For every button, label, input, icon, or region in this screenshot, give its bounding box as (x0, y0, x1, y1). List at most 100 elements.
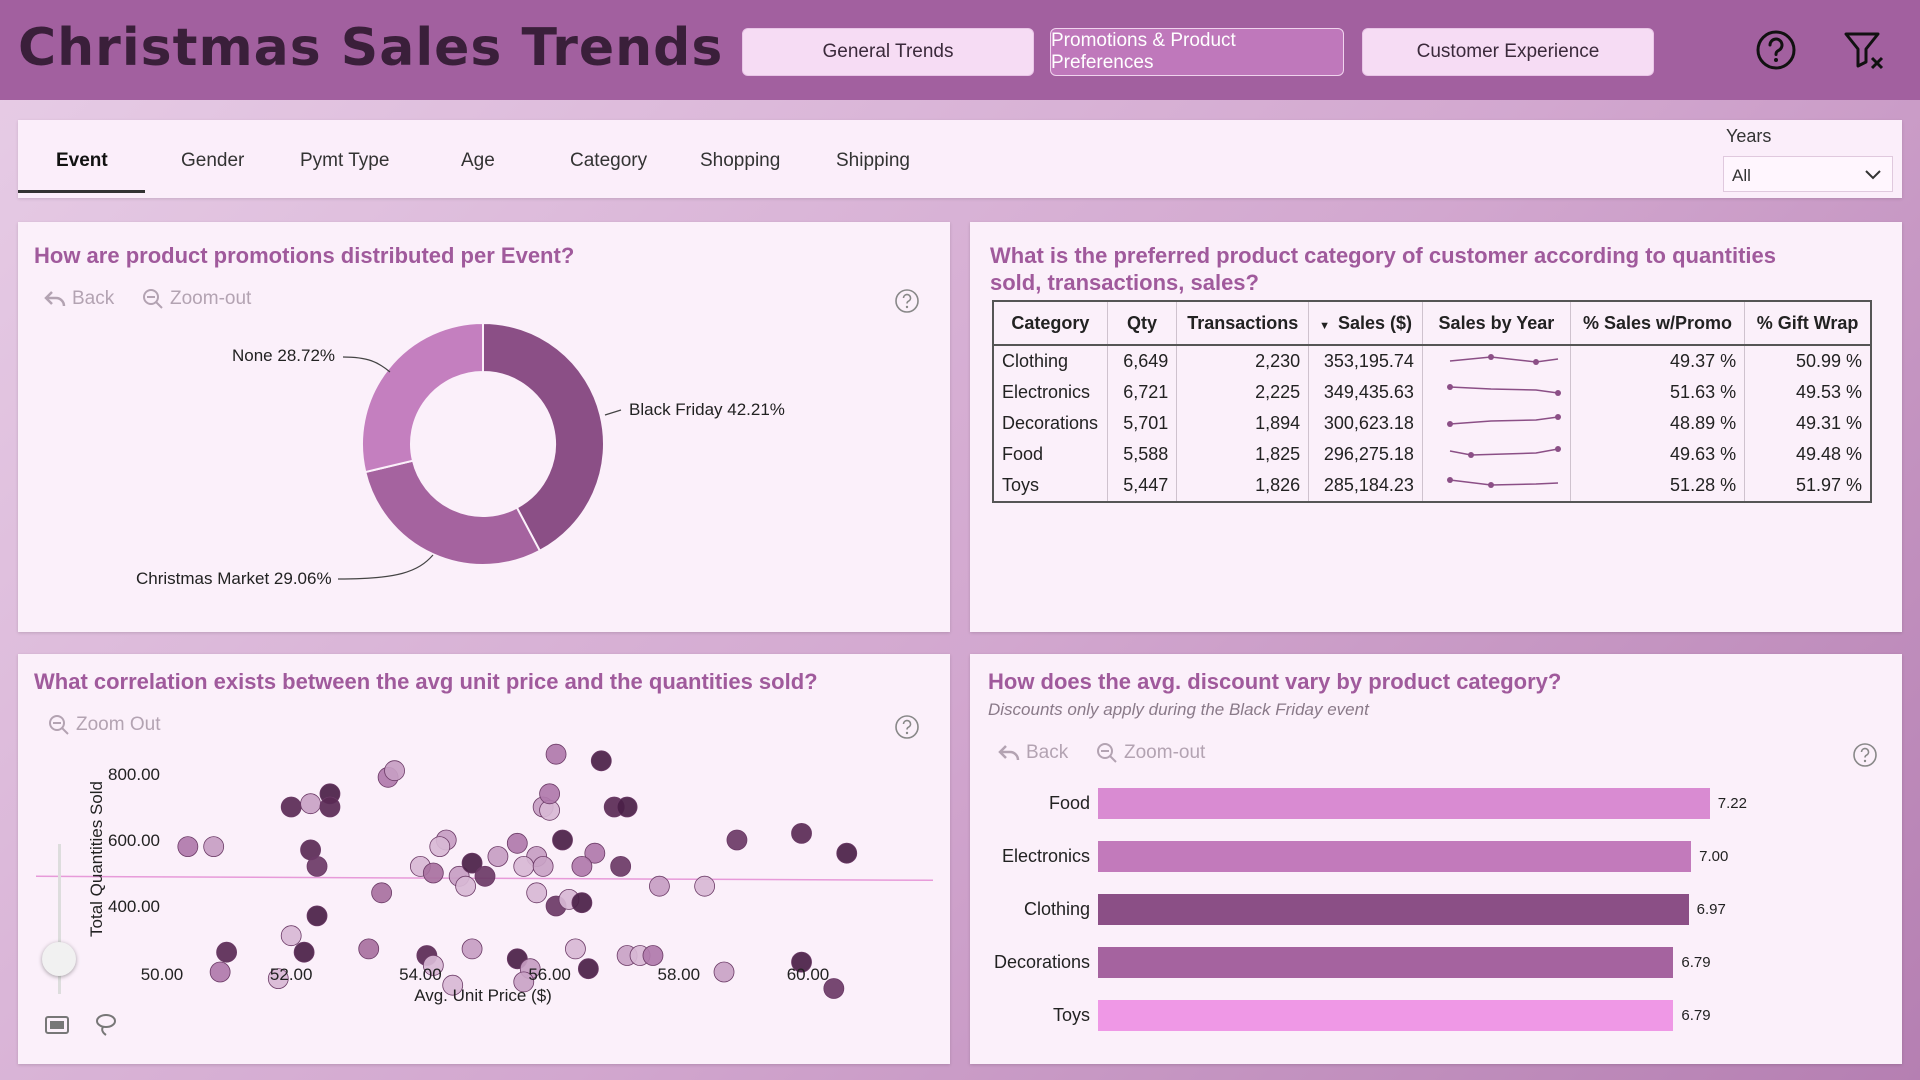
sparkline (1446, 414, 1561, 427)
scatter-point[interactable] (306, 905, 328, 927)
col-sales-by-year[interactable]: Sales by Year (1421, 300, 1571, 346)
zoom-slider-track[interactable] (58, 844, 61, 994)
scatter-point[interactable] (545, 743, 567, 765)
years-dropdown[interactable]: All (1723, 156, 1893, 192)
scatter-point[interactable] (371, 882, 393, 904)
scatter-point[interactable] (823, 978, 845, 999)
lasso-icon[interactable] (94, 1012, 118, 1038)
bar-toys[interactable] (1098, 1000, 1674, 1031)
scatter-point[interactable] (455, 875, 477, 897)
table-row[interactable]: Toys 5,447 1,826 285,184.23 51.28 % 51.9… (992, 470, 1872, 503)
scatter-point[interactable] (216, 941, 238, 963)
table-row[interactable]: Electronics 6,721 2,225 349,435.63 51.63… (992, 377, 1872, 408)
col-sales[interactable]: ▼ Sales ($) (1308, 300, 1423, 346)
bar-electronics[interactable] (1098, 841, 1692, 872)
scatter-point[interactable] (177, 836, 199, 858)
cell-sales: 296,275.18 (1308, 439, 1423, 470)
scatter-point[interactable] (539, 783, 560, 805)
scatter-point[interactable] (565, 938, 586, 960)
help-icon[interactable] (1754, 28, 1798, 72)
table-row[interactable]: Clothing 6,649 2,230 353,195.74 49.37 % … (992, 345, 1872, 377)
bar-zoom-out-button[interactable]: Zoom-out (1096, 742, 1205, 764)
scatter-point[interactable] (267, 968, 289, 990)
bar-decorations[interactable] (1098, 947, 1674, 978)
scatter-point[interactable] (487, 846, 509, 867)
bar-back-button[interactable]: Back (998, 742, 1068, 764)
scatter-point[interactable] (203, 836, 225, 858)
tab-gender[interactable]: Gender (181, 150, 245, 171)
y-tick-label: 400.00 (108, 897, 160, 916)
scatter-point[interactable] (422, 862, 444, 884)
tab-shopping[interactable]: Shopping (700, 150, 781, 171)
tab-category[interactable]: Category (570, 150, 648, 171)
donut-slice-christmas-market[interactable] (364, 459, 542, 566)
tab-pymt-type[interactable]: Pymt Type (300, 150, 390, 171)
scatter-point[interactable] (474, 865, 496, 887)
scatter-point[interactable] (642, 945, 664, 966)
scatter-point[interactable] (306, 855, 328, 877)
scatter-point[interactable] (649, 875, 670, 897)
help-icon[interactable] (894, 714, 920, 740)
scatter-point[interactable] (300, 793, 321, 815)
nav-general-trends-button[interactable]: General Trends (742, 28, 1034, 76)
tab-event[interactable]: Event (56, 150, 108, 171)
scatter-point[interactable] (442, 974, 464, 996)
scatter-point[interactable] (513, 971, 535, 993)
scatter-point[interactable] (694, 875, 716, 897)
scatter-point[interactable] (506, 832, 528, 854)
scatter-point[interactable] (293, 941, 315, 963)
scatter-point[interactable] (429, 836, 451, 858)
table-panel-title-line2: sold, transactions, sales? (990, 270, 1259, 295)
tab-shipping[interactable]: Shipping (836, 150, 910, 171)
donut-slice-none[interactable] (361, 321, 484, 474)
scatter-point[interactable] (532, 855, 554, 877)
scatter-point[interactable] (358, 938, 380, 960)
scatter-point[interactable] (552, 829, 573, 851)
scatter-point[interactable] (584, 842, 606, 864)
donut-slice-black-friday[interactable] (482, 321, 605, 553)
nav-customer-experience-button[interactable]: Customer Experience (1362, 28, 1654, 76)
table-row[interactable]: Decorations 5,701 1,894 300,623.18 48.89… (992, 408, 1872, 439)
clear-filter-icon[interactable] (1842, 28, 1886, 72)
scatter-point[interactable] (571, 855, 593, 877)
scatter-point[interactable] (577, 958, 599, 980)
scatter-point[interactable] (513, 855, 535, 877)
zoom-out-button[interactable]: Zoom-out (142, 288, 251, 310)
bar-category-label: Decorations (993, 952, 1090, 972)
scatter-zoom-out-button[interactable]: Zoom Out (48, 714, 160, 736)
nav-promotions-button[interactable]: Promotions & Product Preferences (1050, 28, 1344, 76)
scatter-point[interactable] (571, 892, 593, 914)
scatter-point[interactable] (791, 951, 812, 973)
scatter-point[interactable] (280, 796, 302, 818)
col-transactions[interactable]: Transactions (1176, 300, 1310, 346)
col-qty[interactable]: Qty (1106, 300, 1178, 346)
bar-back-label: Back (1026, 742, 1069, 763)
scatter-point[interactable] (726, 829, 748, 851)
bar-food[interactable] (1098, 788, 1710, 819)
image-icon[interactable] (44, 1014, 70, 1036)
scatter-point[interactable] (610, 855, 632, 877)
scatter-point[interactable] (422, 954, 444, 976)
scatter-point[interactable] (461, 852, 483, 874)
scatter-point[interactable] (713, 961, 735, 983)
scatter-point[interactable] (836, 842, 858, 864)
help-icon[interactable] (894, 288, 920, 314)
scatter-point[interactable] (461, 938, 483, 960)
scatter-point[interactable] (616, 796, 638, 818)
tab-age[interactable]: Age (461, 150, 495, 171)
scatter-point[interactable] (590, 750, 612, 772)
scatter-point[interactable] (319, 796, 341, 818)
scatter-point[interactable] (209, 961, 231, 983)
bar-clothing[interactable] (1098, 894, 1689, 925)
scatter-point[interactable] (280, 925, 302, 947)
col-category[interactable]: Category (992, 300, 1108, 346)
col-sales-promo[interactable]: % Sales w/Promo (1569, 300, 1746, 346)
table-row[interactable]: Food 5,588 1,825 296,275.18 49.63 % 49.4… (992, 439, 1872, 470)
help-icon[interactable] (1852, 742, 1878, 768)
zoom-slider-handle[interactable] (42, 942, 76, 976)
back-button[interactable]: Back (44, 288, 114, 310)
scatter-point[interactable] (526, 882, 548, 904)
col-gift-wrap[interactable]: % Gift Wrap (1744, 300, 1872, 346)
scatter-point[interactable] (791, 822, 812, 844)
scatter-point[interactable] (384, 760, 405, 782)
